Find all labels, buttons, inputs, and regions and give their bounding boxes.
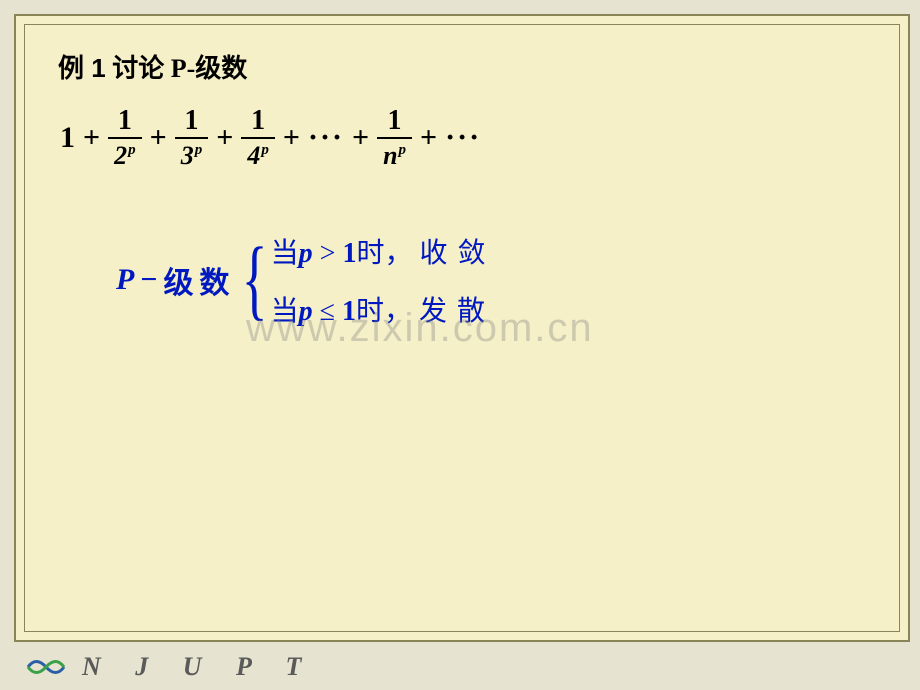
footer-text: N J U P T [82, 652, 315, 682]
series-text: 级数 [163, 258, 235, 302]
plus-sign: + [420, 121, 437, 155]
plus-sign: + [216, 121, 233, 155]
example-text: 讨论 P-级数 [112, 54, 247, 83]
denominator: 4p [241, 137, 275, 169]
numerator: 1 [384, 107, 406, 137]
plus-sign: + [83, 121, 100, 155]
denominator: 3p [175, 137, 209, 169]
fraction-1: 1 2p [108, 107, 142, 169]
slide-content: 例 1 讨论 P-级数 1 + 1 2p + 1 3p + 1 4p + ···… [58, 48, 866, 329]
ellipsis: ··· [308, 121, 344, 155]
njupt-logo-icon [24, 652, 68, 682]
numerator: 1 [247, 107, 269, 137]
minus-sign: − [140, 263, 157, 297]
p-letter: P [116, 263, 134, 297]
term-one: 1 [60, 121, 75, 155]
denominator: np [377, 137, 412, 169]
footer: N J U P T [24, 652, 315, 682]
ellipsis: ··· [445, 121, 481, 155]
p-series-result: P − 级数 { 当p > 1时， 收敛 当p ≤ 1时， 发散 [116, 231, 866, 329]
fraction-2: 1 3p [175, 107, 209, 169]
plus-sign: + [352, 121, 369, 155]
p-series-formula: 1 + 1 2p + 1 3p + 1 4p + ··· + 1 np [60, 107, 866, 169]
denominator: 2p [108, 137, 142, 169]
fraction-3: 1 4p [241, 107, 275, 169]
example-title: 例 1 讨论 P-级数 [58, 48, 866, 85]
fraction-n: 1 np [377, 107, 412, 169]
left-brace: { [242, 245, 268, 315]
p-series-label: P − 级数 [116, 258, 235, 302]
plus-sign: + [283, 121, 300, 155]
case-diverge: 当p ≤ 1时， 发散 [271, 289, 496, 329]
numerator: 1 [114, 107, 136, 137]
example-label: 例 1 [58, 53, 106, 83]
cases-block: 当p > 1时， 收敛 当p ≤ 1时， 发散 [271, 231, 496, 329]
numerator: 1 [180, 107, 202, 137]
slide-frame: 例 1 讨论 P-级数 1 + 1 2p + 1 3p + 1 4p + ···… [14, 14, 910, 642]
case-converge: 当p > 1时， 收敛 [271, 231, 496, 271]
plus-sign: + [150, 121, 167, 155]
